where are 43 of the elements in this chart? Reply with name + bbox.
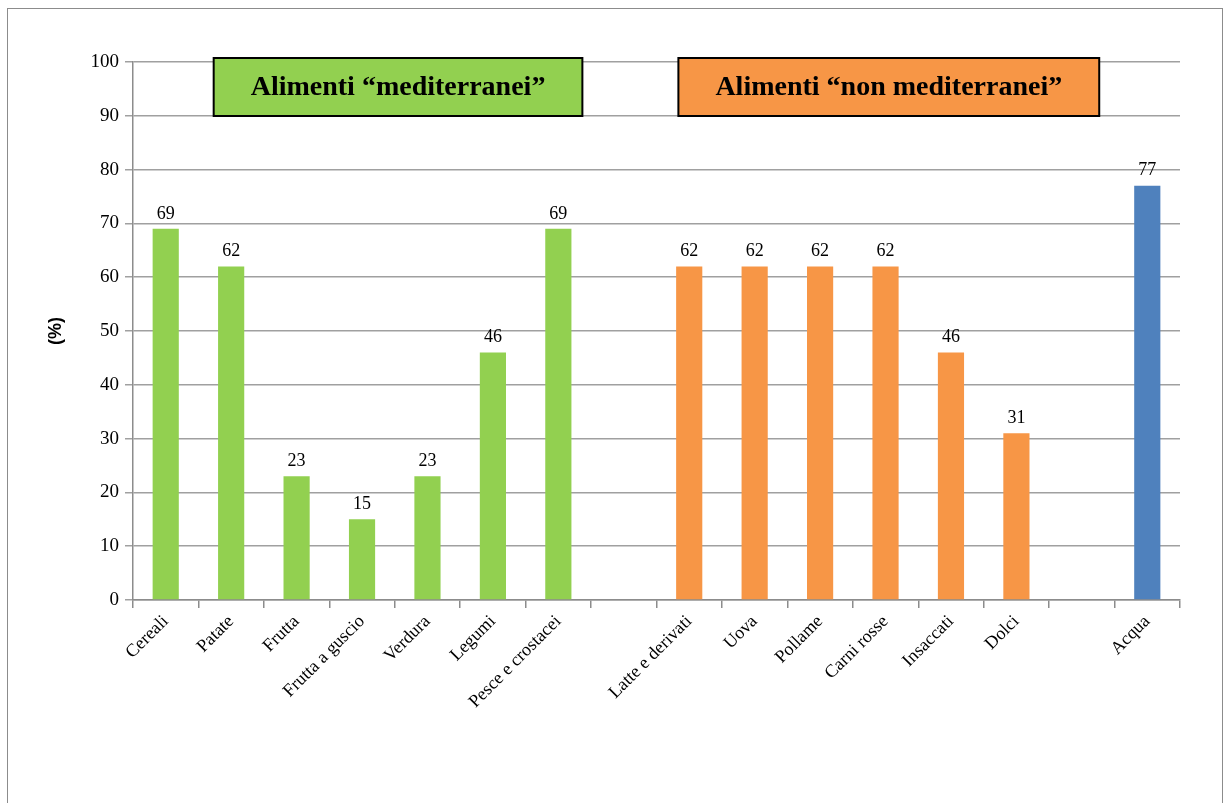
bar [741,266,768,600]
data-label: 69 [549,202,568,223]
data-label: 62 [876,240,895,261]
y-tick-label: 10 [100,534,119,556]
y-tick-label: 0 [109,587,119,609]
bar [545,228,572,600]
bar [872,266,899,600]
data-label: 23 [418,449,437,470]
annotation: Alimenti “non mediterranei” [715,70,1063,102]
data-label: 15 [353,493,372,514]
y-tick-label: 100 [90,49,119,71]
data-label: 77 [1138,159,1157,180]
bar [807,266,834,600]
bar [1134,185,1161,600]
data-label: 31 [1007,406,1026,427]
bar [348,519,376,600]
data-label: 69 [156,202,175,223]
y-tick-label: 20 [100,480,119,502]
bar [283,476,310,600]
data-label: 62 [745,240,764,261]
y-tick-label: 60 [100,265,119,287]
y-axis-title: (%) [44,317,65,345]
y-tick-label: 30 [100,426,119,448]
data-label: 62 [222,240,241,261]
bar [937,352,965,600]
y-tick-label: 40 [100,372,119,394]
x-tick-label: Uova [719,610,761,653]
bar [479,352,506,600]
data-label: 62 [680,240,699,261]
y-tick-label: 90 [100,103,119,125]
annotation: Alimenti “mediterranei” [250,70,546,102]
bar [676,266,703,600]
y-tick-label: 50 [100,318,119,340]
bar [414,476,441,600]
y-tick-label: 80 [100,157,119,179]
y-tick-label: 70 [100,211,119,233]
data-label: 23 [287,449,306,470]
data-label: 46 [941,326,960,347]
bar [218,266,245,600]
data-label: 62 [811,240,830,261]
bar [152,228,179,600]
data-label: 46 [483,326,502,347]
bar [1003,433,1030,600]
